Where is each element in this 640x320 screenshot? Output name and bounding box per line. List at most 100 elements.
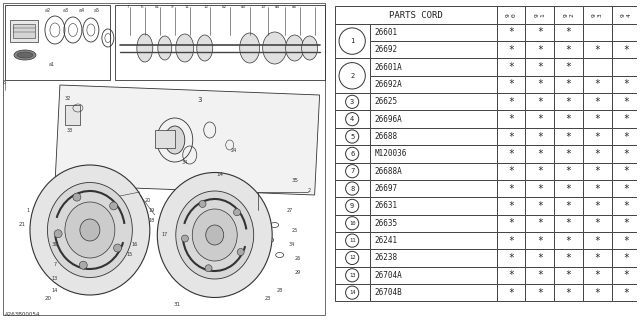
Text: 26635: 26635: [374, 219, 397, 228]
Text: *: *: [595, 132, 600, 141]
Text: *: *: [595, 149, 600, 159]
Bar: [497, 6, 525, 24]
Bar: [554, 110, 583, 128]
Text: 10: 10: [349, 221, 355, 226]
Text: *: *: [595, 184, 600, 194]
Text: a4: a4: [79, 7, 85, 12]
Circle shape: [113, 244, 122, 252]
Text: 26704B: 26704B: [374, 288, 402, 297]
Text: 33: 33: [67, 127, 73, 132]
Text: 21: 21: [19, 221, 26, 227]
Bar: [370, 110, 497, 128]
Bar: [370, 59, 497, 76]
Text: *: *: [508, 149, 514, 159]
Ellipse shape: [80, 219, 100, 241]
Text: 3: 3: [198, 97, 202, 103]
Text: a5: a5: [292, 5, 297, 9]
Circle shape: [182, 235, 188, 242]
Bar: [335, 24, 370, 59]
Bar: [525, 6, 554, 24]
Text: 9
2: 9 2: [563, 13, 574, 17]
Bar: [554, 24, 583, 41]
Text: 5: 5: [350, 133, 355, 140]
Ellipse shape: [47, 182, 132, 277]
Text: *: *: [508, 114, 514, 124]
Bar: [370, 197, 497, 215]
Text: *: *: [537, 45, 543, 55]
Bar: [335, 180, 370, 197]
Bar: [525, 163, 554, 180]
Text: *: *: [623, 132, 629, 141]
Ellipse shape: [262, 32, 287, 64]
Bar: [370, 128, 497, 145]
Text: 8: 8: [350, 186, 355, 192]
Text: 14: 14: [52, 287, 58, 292]
Text: 17: 17: [162, 233, 168, 237]
Text: 26696A: 26696A: [374, 115, 402, 124]
Text: PARTS CORD: PARTS CORD: [388, 11, 442, 20]
Text: 26631: 26631: [374, 201, 397, 210]
Text: *: *: [566, 132, 572, 141]
Bar: [612, 24, 640, 41]
Bar: [525, 232, 554, 249]
Bar: [583, 128, 612, 145]
Text: 26697: 26697: [374, 184, 397, 193]
Bar: [335, 215, 370, 232]
Circle shape: [234, 209, 241, 216]
Text: 14: 14: [349, 290, 355, 295]
Text: *: *: [623, 270, 629, 280]
Text: 26688: 26688: [374, 132, 397, 141]
Text: 15: 15: [127, 252, 133, 258]
Bar: [554, 145, 583, 163]
Ellipse shape: [165, 126, 185, 154]
Text: *: *: [595, 45, 600, 55]
Text: *: *: [537, 97, 543, 107]
Bar: [13, 24, 35, 38]
Bar: [583, 215, 612, 232]
Text: *: *: [566, 270, 572, 280]
Bar: [612, 180, 640, 197]
Bar: [335, 197, 370, 215]
Bar: [525, 249, 554, 267]
Bar: [370, 93, 497, 110]
Text: *: *: [508, 253, 514, 263]
Bar: [370, 180, 497, 197]
Bar: [583, 232, 612, 249]
Text: *: *: [595, 218, 600, 228]
Bar: [612, 267, 640, 284]
Bar: [497, 267, 525, 284]
Text: *: *: [508, 288, 514, 298]
Circle shape: [199, 200, 206, 207]
Text: *: *: [537, 28, 543, 37]
Text: 9: 9: [170, 5, 173, 9]
Ellipse shape: [205, 225, 224, 245]
Bar: [370, 249, 497, 267]
Bar: [525, 284, 554, 301]
Text: 6: 6: [141, 5, 143, 9]
Text: *: *: [595, 114, 600, 124]
Ellipse shape: [158, 36, 172, 60]
Text: *: *: [508, 132, 514, 141]
Bar: [583, 163, 612, 180]
Text: *: *: [508, 201, 514, 211]
Bar: [335, 59, 370, 93]
Text: 8: 8: [3, 79, 6, 84]
Bar: [10, 20, 38, 42]
Text: 26688A: 26688A: [374, 167, 402, 176]
Text: *: *: [508, 184, 514, 194]
Text: 9
0: 9 0: [506, 13, 516, 17]
Text: *: *: [623, 253, 629, 263]
Text: *: *: [623, 79, 629, 90]
Text: *: *: [623, 236, 629, 245]
Bar: [525, 180, 554, 197]
Text: *: *: [508, 62, 514, 72]
Text: *: *: [566, 114, 572, 124]
Bar: [525, 215, 554, 232]
Text: 34: 34: [182, 159, 188, 164]
Text: *: *: [566, 149, 572, 159]
Bar: [612, 163, 640, 180]
Text: *: *: [623, 149, 629, 159]
Bar: [554, 267, 583, 284]
Bar: [497, 145, 525, 163]
Text: 19: 19: [148, 207, 155, 212]
